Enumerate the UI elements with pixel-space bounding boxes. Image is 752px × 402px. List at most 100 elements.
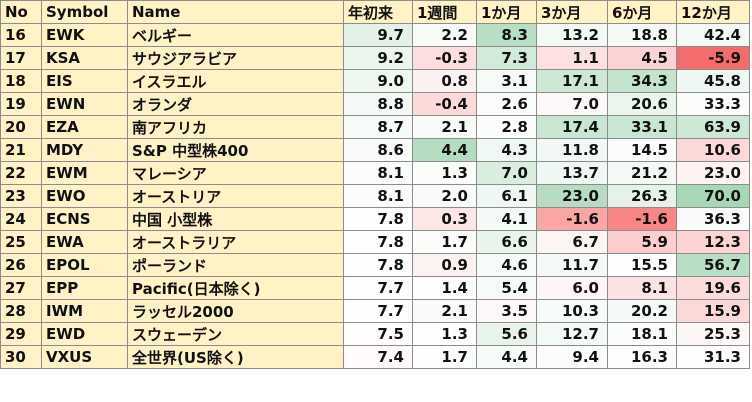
cell-1month: 8.3 [476, 23, 537, 47]
row-symbol: EWA [41, 230, 128, 254]
cell-3month: -1.6 [536, 207, 608, 231]
row-name: ポーランド [127, 253, 344, 277]
row-no: 25 [0, 230, 42, 254]
cell-ytd: 7.5 [343, 322, 413, 346]
row-symbol: EWM [41, 161, 128, 185]
table-row: 27 EPP Pacific(日本除く) 7.7 1.4 5.4 6.0 8.1 19.6 [0, 276, 750, 300]
header-6month: 6か月 [607, 0, 677, 24]
cell-ytd: 8.8 [343, 92, 413, 116]
header-1month: 1か月 [476, 0, 537, 24]
cell-1month: 2.6 [476, 92, 537, 116]
cell-12month: 42.4 [676, 23, 750, 47]
cell-12month: 12.3 [676, 230, 750, 254]
cell-1week: 1.3 [412, 161, 477, 185]
table-row: 28 IWM ラッセル2000 7.7 2.1 3.5 10.3 20.2 15.9 [0, 299, 750, 323]
table-row: 18 EIS イスラエル 9.0 0.8 3.1 17.1 34.3 45.8 [0, 69, 750, 93]
cell-6month: -1.6 [607, 207, 677, 231]
cell-ytd: 8.1 [343, 161, 413, 185]
header-name: Name [127, 0, 344, 24]
row-symbol: EPP [41, 276, 128, 300]
cell-1month: 4.3 [476, 138, 537, 162]
row-name: オーストリア [127, 184, 344, 208]
row-no: 30 [0, 345, 42, 369]
cell-1month: 7.0 [476, 161, 537, 185]
row-name: 南アフリカ [127, 115, 344, 139]
cell-1week: 2.1 [412, 299, 477, 323]
table-row: 26 EPOL ポーランド 7.8 0.9 4.6 11.7 15.5 56.7 [0, 253, 750, 277]
cell-1month: 7.3 [476, 46, 537, 70]
table-row: 30 VXUS 全世界(US除く) 7.4 1.7 4.4 9.4 16.3 31.3 [0, 345, 750, 369]
table-row: 20 EZA 南アフリカ 8.7 2.1 2.8 17.4 33.1 63.9 [0, 115, 750, 139]
row-no: 21 [0, 138, 42, 162]
cell-ytd: 9.7 [343, 23, 413, 47]
header-1week: 1週間 [412, 0, 477, 24]
row-symbol: ECNS [41, 207, 128, 231]
row-symbol: EWD [41, 322, 128, 346]
cell-12month: 36.3 [676, 207, 750, 231]
cell-6month: 15.5 [607, 253, 677, 277]
cell-3month: 6.0 [536, 276, 608, 300]
cell-1week: 1.3 [412, 322, 477, 346]
row-symbol: MDY [41, 138, 128, 162]
cell-12month: 63.9 [676, 115, 750, 139]
cell-12month: 70.0 [676, 184, 750, 208]
cell-6month: 26.3 [607, 184, 677, 208]
row-no: 20 [0, 115, 42, 139]
table-row: 21 MDY S&P 中型株400 8.6 4.4 4.3 11.8 14.5 10.6 [0, 138, 750, 162]
cell-3month: 17.1 [536, 69, 608, 93]
table-row: 17 KSA サウジアラビア 9.2 -0.3 7.3 1.1 4.5 -5.9 [0, 46, 750, 70]
row-name: オランダ [127, 92, 344, 116]
row-no: 23 [0, 184, 42, 208]
header-no: No [0, 0, 42, 24]
cell-12month: 23.0 [676, 161, 750, 185]
cell-6month: 20.6 [607, 92, 677, 116]
row-symbol: EWK [41, 23, 128, 47]
cell-12month: 19.6 [676, 276, 750, 300]
cell-ytd: 9.2 [343, 46, 413, 70]
row-name: 中国 小型株 [127, 207, 344, 231]
cell-12month: 10.6 [676, 138, 750, 162]
cell-3month: 13.2 [536, 23, 608, 47]
cell-3month: 12.7 [536, 322, 608, 346]
cell-6month: 18.1 [607, 322, 677, 346]
row-name: ベルギー [127, 23, 344, 47]
cell-6month: 16.3 [607, 345, 677, 369]
cell-6month: 33.1 [607, 115, 677, 139]
cell-ytd: 8.1 [343, 184, 413, 208]
row-no: 22 [0, 161, 42, 185]
cell-ytd: 8.7 [343, 115, 413, 139]
row-symbol: EPOL [41, 253, 128, 277]
row-name: サウジアラビア [127, 46, 344, 70]
cell-1week: 4.4 [412, 138, 477, 162]
cell-3month: 13.7 [536, 161, 608, 185]
row-no: 27 [0, 276, 42, 300]
row-symbol: VXUS [41, 345, 128, 369]
cell-1month: 6.6 [476, 230, 537, 254]
row-name: スウェーデン [127, 322, 344, 346]
cell-ytd: 7.7 [343, 276, 413, 300]
row-name: イスラエル [127, 69, 344, 93]
header-12month: 12か月 [676, 0, 750, 24]
cell-1month: 3.1 [476, 69, 537, 93]
cell-12month: 56.7 [676, 253, 750, 277]
cell-12month: 25.3 [676, 322, 750, 346]
row-name: マレーシア [127, 161, 344, 185]
cell-12month: 45.8 [676, 69, 750, 93]
row-name: S&P 中型株400 [127, 138, 344, 162]
cell-3month: 7.0 [536, 92, 608, 116]
cell-3month: 11.7 [536, 253, 608, 277]
cell-1week: 2.1 [412, 115, 477, 139]
cell-ytd: 7.8 [343, 207, 413, 231]
cell-1month: 4.6 [476, 253, 537, 277]
cell-ytd: 7.8 [343, 230, 413, 254]
cell-ytd: 9.0 [343, 69, 413, 93]
cell-12month: -5.9 [676, 46, 750, 70]
cell-12month: 31.3 [676, 345, 750, 369]
cell-6month: 34.3 [607, 69, 677, 93]
row-no: 17 [0, 46, 42, 70]
header-row: No Symbol Name 年初来 1週間 1か月 3か月 6か月 12か月 [0, 0, 750, 24]
cell-3month: 10.3 [536, 299, 608, 323]
table-row: 22 EWM マレーシア 8.1 1.3 7.0 13.7 21.2 23.0 [0, 161, 750, 185]
cell-1month: 4.1 [476, 207, 537, 231]
cell-3month: 1.1 [536, 46, 608, 70]
